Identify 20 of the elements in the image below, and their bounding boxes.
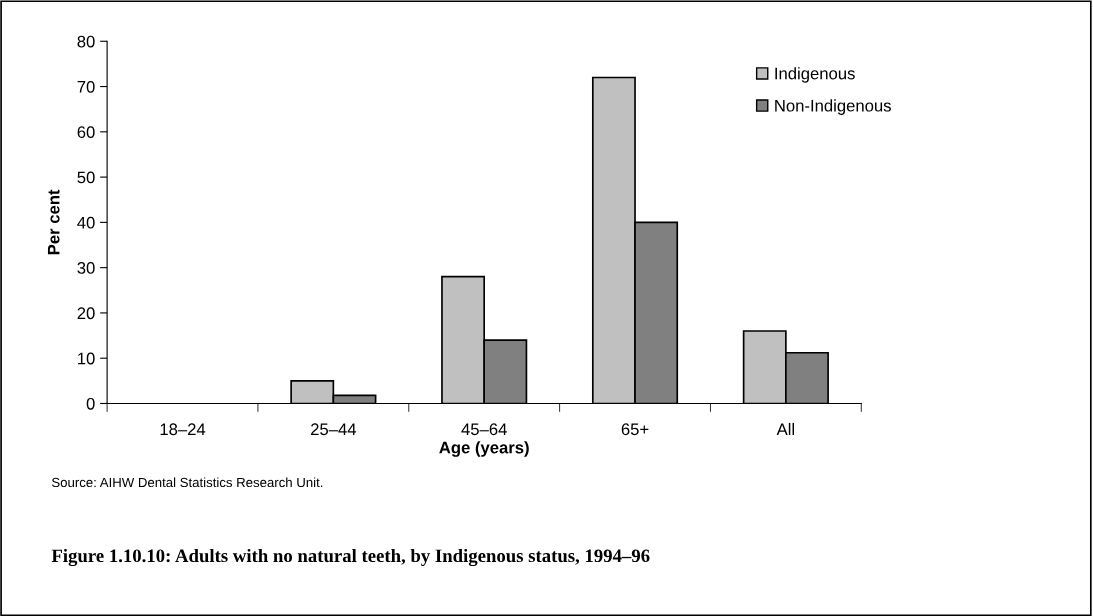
x-tick-label: All: [776, 422, 795, 435]
y-tick-label: 40: [77, 216, 95, 229]
legend-label: Non-Indigenous: [775, 99, 891, 115]
y-axis-title: Per cent: [47, 189, 60, 255]
source-note: Source: AIHW Dental Statistics Research Unit.: [51, 477, 323, 488]
x-tick-label: 65+: [621, 423, 649, 436]
y-tick-label: 0: [86, 397, 95, 410]
y-tick-label: 80: [77, 35, 95, 48]
x-tick-label: 45–64: [461, 423, 507, 436]
y-tick-label: 30: [77, 262, 95, 274]
x-tick-label: 18–24: [160, 423, 206, 436]
y-tick-label: 50: [77, 171, 95, 184]
legend-label: Indigenous: [775, 67, 855, 83]
y-tick-label: 10: [78, 352, 95, 365]
y-tick-label: 70: [77, 80, 95, 93]
text: Figure 1.10.10: Adults with no natural teeth, by Indigenous status, 1994–96: [51, 548, 650, 567]
x-tick-label: 25–44: [311, 423, 357, 436]
x-axis-title: Age (years): [439, 441, 529, 457]
y-tick-label: 60: [77, 126, 95, 139]
y-tick-label: 20: [77, 307, 95, 320]
